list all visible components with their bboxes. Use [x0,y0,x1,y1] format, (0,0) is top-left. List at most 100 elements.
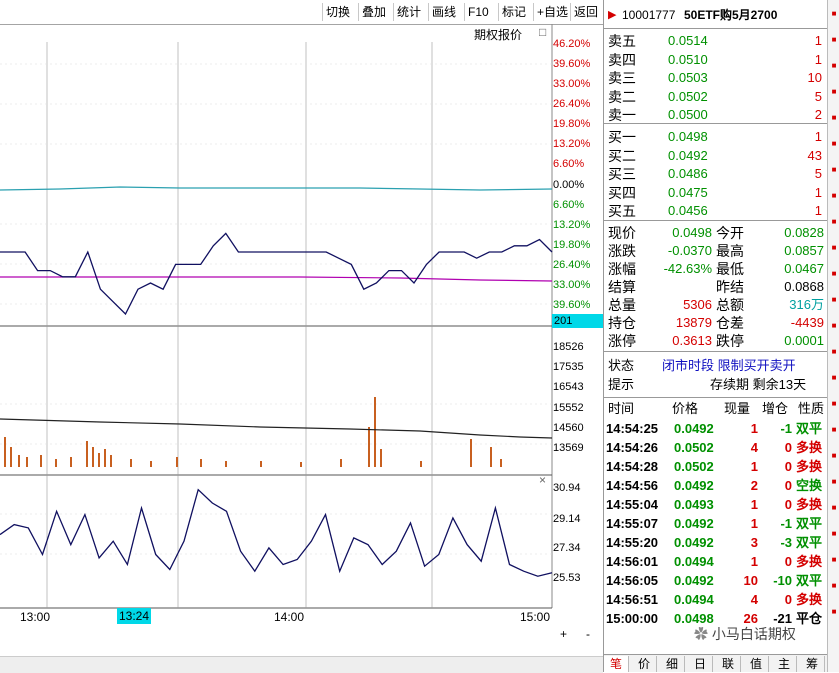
stat-value: 316万 [789,297,824,312]
side-tool-icon[interactable]: ■ [831,321,837,330]
tick-row[interactable]: 14:56:05 0.0492 10 -10 双平 [604,572,828,590]
tick-nature: 空换 [796,478,823,493]
zoom-in-button[interactable]: + [560,627,568,641]
side-tool-icon[interactable]: ■ [831,373,837,382]
side-tool-icon[interactable]: ■ [831,425,837,434]
tick-row[interactable]: 14:56:01 0.0494 1 0 多换 [604,553,828,571]
tick-row[interactable]: 14:54:25 0.0492 1 -1 双平 [604,420,828,438]
tick-row[interactable]: 14:54:28 0.0502 1 0 多换 [604,458,828,476]
back-button[interactable]: 返回 [570,3,601,21]
side-tool-icon[interactable]: ■ [831,347,837,356]
side-tool-icon[interactable]: ■ [831,9,837,18]
detail-tab[interactable]: 价 [632,656,657,672]
bid-level-volume: 43 [807,147,822,163]
side-tool-icon[interactable]: ■ [831,477,837,486]
chart-canvas[interactable] [0,24,603,628]
bid-level-price: 0.0492 [668,147,708,163]
tick-row[interactable]: 14:54:56 0.0492 2 0 空换 [604,477,828,495]
pct-label: 46.20% [553,38,591,50]
detail-tab[interactable]: 主 [772,656,797,672]
tick-volume: 4 [750,592,758,607]
add-watchlist-button[interactable]: +自选 [533,3,571,21]
side-tool-icon[interactable]: ■ [831,87,837,96]
horizontal-scrollbar[interactable] [0,656,603,673]
bid-level-price: 0.0475 [668,184,708,200]
expand-icon[interactable]: □ [539,25,547,39]
side-tool-icon[interactable]: ■ [831,113,837,122]
time-label: 15:00 [520,610,551,624]
stat-label: 现价 [608,225,636,241]
tick-volume: 1 [750,421,758,436]
detail-tab[interactable]: 值 [744,656,769,672]
side-tool-icon[interactable]: ■ [831,165,837,174]
side-tool-icon[interactable]: ■ [831,529,837,538]
side-tool-icon[interactable]: ■ [831,217,837,226]
zoom-out-button[interactable]: - [586,627,590,641]
ask-level-row: 卖四 0.0510 1 [604,51,828,69]
tick-price: 0.0494 [674,554,714,569]
detail-tab[interactable]: 日 [688,656,713,672]
tick-row[interactable]: 14:55:07 0.0492 1 -1 双平 [604,515,828,533]
side-tool-icon[interactable]: ■ [831,139,837,148]
side-toolbar: ■ ■ ■ ■ ■ ■ ■ ■ ■ ■ ■ ■ ■ ■ ■ ■ ■ ■ ■ ■ ■ ■ ■ ■ [827,0,839,672]
stat-row: 总量 5306 总额 316万 [604,296,828,314]
volume-bar [300,462,302,467]
indicator-close-icon[interactable]: × [539,473,547,487]
pct-label: 26.40% [553,259,591,271]
ask-level-volume: 1 [814,51,822,67]
stat-value: -42.63% [663,261,712,276]
side-tool-icon[interactable]: ■ [831,61,837,70]
switch-button[interactable]: 切换 [322,3,353,21]
tick-row[interactable]: 14:55:04 0.0493 1 0 多换 [604,496,828,514]
tick-row[interactable]: 14:56:51 0.0494 4 0 多换 [604,591,828,609]
tick-price: 0.0492 [674,535,714,550]
ask-level-label: 卖四 [608,51,636,68]
side-tool-icon[interactable]: ■ [831,295,837,304]
stat-row: 涨跌 -0.0370 最高 0.0857 [604,242,828,260]
side-tool-icon[interactable]: ■ [831,503,837,512]
stat-label: 涨跌 [608,243,636,259]
ask-level-label: 卖三 [608,70,636,86]
side-tool-icon[interactable]: ■ [831,399,837,408]
f10-button[interactable]: F10 [464,3,492,21]
tick-time: 14:55:20 [606,535,659,550]
bid-level-volume: 1 [814,129,822,144]
side-tool-icon[interactable]: ■ [831,581,837,590]
stat-row: 持仓 13879 仓差 -4439 [604,314,828,332]
ask-level-label: 卖二 [608,88,636,105]
volume-bar [260,461,262,467]
status-label: 状态 [608,358,635,373]
detail-tab[interactable]: 笔 [604,656,629,672]
intraday-chart[interactable]: 期权报价 □ 46.20% 39.60% 33.00% 26.40% 19.80… [0,24,603,641]
side-tool-icon[interactable]: ■ [831,269,837,278]
side-tool-icon[interactable]: ■ [831,451,837,460]
draw-line-button[interactable]: 画线 [428,3,459,21]
tick-oi-change: 0 [784,497,792,512]
tick-row[interactable]: 14:55:20 0.0492 3 -3 双平 [604,534,828,552]
hint-label: 提示 [608,377,635,392]
tick-row[interactable]: 15:00:00 0.0498 26 -21 平仓 [604,610,828,628]
stat-label: 最高 [716,243,744,259]
side-tool-icon[interactable]: ■ [831,35,837,44]
side-tool-icon[interactable]: ■ [831,607,837,616]
tick-row[interactable]: 14:54:26 0.0502 4 0 多换 [604,439,828,457]
quote-panel: ▶ 10001777 50ETF购5月2700 卖五 0.0514 1 卖四 0.051… [603,0,828,672]
side-tool-icon[interactable]: ■ [831,243,837,252]
side-tool-icon[interactable]: ■ [831,555,837,564]
detail-tab[interactable]: 联 [716,656,741,672]
bid-level-label: 买一 [608,129,636,145]
detail-tab[interactable]: 细 [660,656,685,672]
contract-code: 10001777 [622,8,676,22]
pct-label: 33.00% [553,78,591,90]
detail-tab[interactable]: 筹 [800,656,825,672]
tick-time: 14:54:26 [606,440,659,455]
stat-value: -4439 [790,315,824,330]
bid-level-label: 买五 [608,203,636,219]
stat-label: 今开 [716,225,744,241]
side-tool-icon[interactable]: ■ [831,191,837,200]
overlay-button[interactable]: 叠加 [358,3,389,21]
statistics-button[interactable]: 统计 [393,3,424,21]
ticks-header-oi-change: 增仓 [762,401,789,416]
mark-button[interactable]: 标记 [498,3,529,21]
volume-bar [150,461,152,467]
